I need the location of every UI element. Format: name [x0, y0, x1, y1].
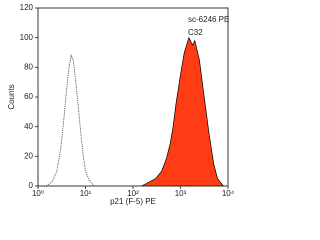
x-tick-label: 10⁴	[222, 189, 235, 198]
y-tick-label: 0	[29, 181, 34, 190]
annotation: C32	[188, 28, 203, 37]
x-tick-label: 10³	[175, 189, 187, 198]
x-tick-label: 10²	[127, 189, 139, 198]
histogram-line	[46, 54, 95, 187]
y-tick-label: 40	[24, 122, 33, 131]
plot-frame	[37, 7, 229, 187]
x-tick-label: 10⁰	[32, 189, 44, 198]
y-axis-label: Counts	[7, 84, 16, 109]
y-tick-label: 80	[24, 62, 33, 71]
chart: sc-6246 PE C32 p21 (F-5) PE Counts 0 20 40…	[7, 3, 235, 206]
y-tick-label: 120	[20, 3, 34, 12]
histogram-area	[141, 36, 225, 187]
x-tick-label: 10¹	[80, 189, 92, 198]
y-tick-label: 60	[24, 92, 33, 101]
x-axis-label: p21 (F-5) PE	[110, 197, 156, 206]
annotation: sc-6246 PE	[188, 15, 229, 24]
y-tick-label: 20	[24, 151, 33, 160]
y-tick-label: 100	[20, 33, 34, 42]
